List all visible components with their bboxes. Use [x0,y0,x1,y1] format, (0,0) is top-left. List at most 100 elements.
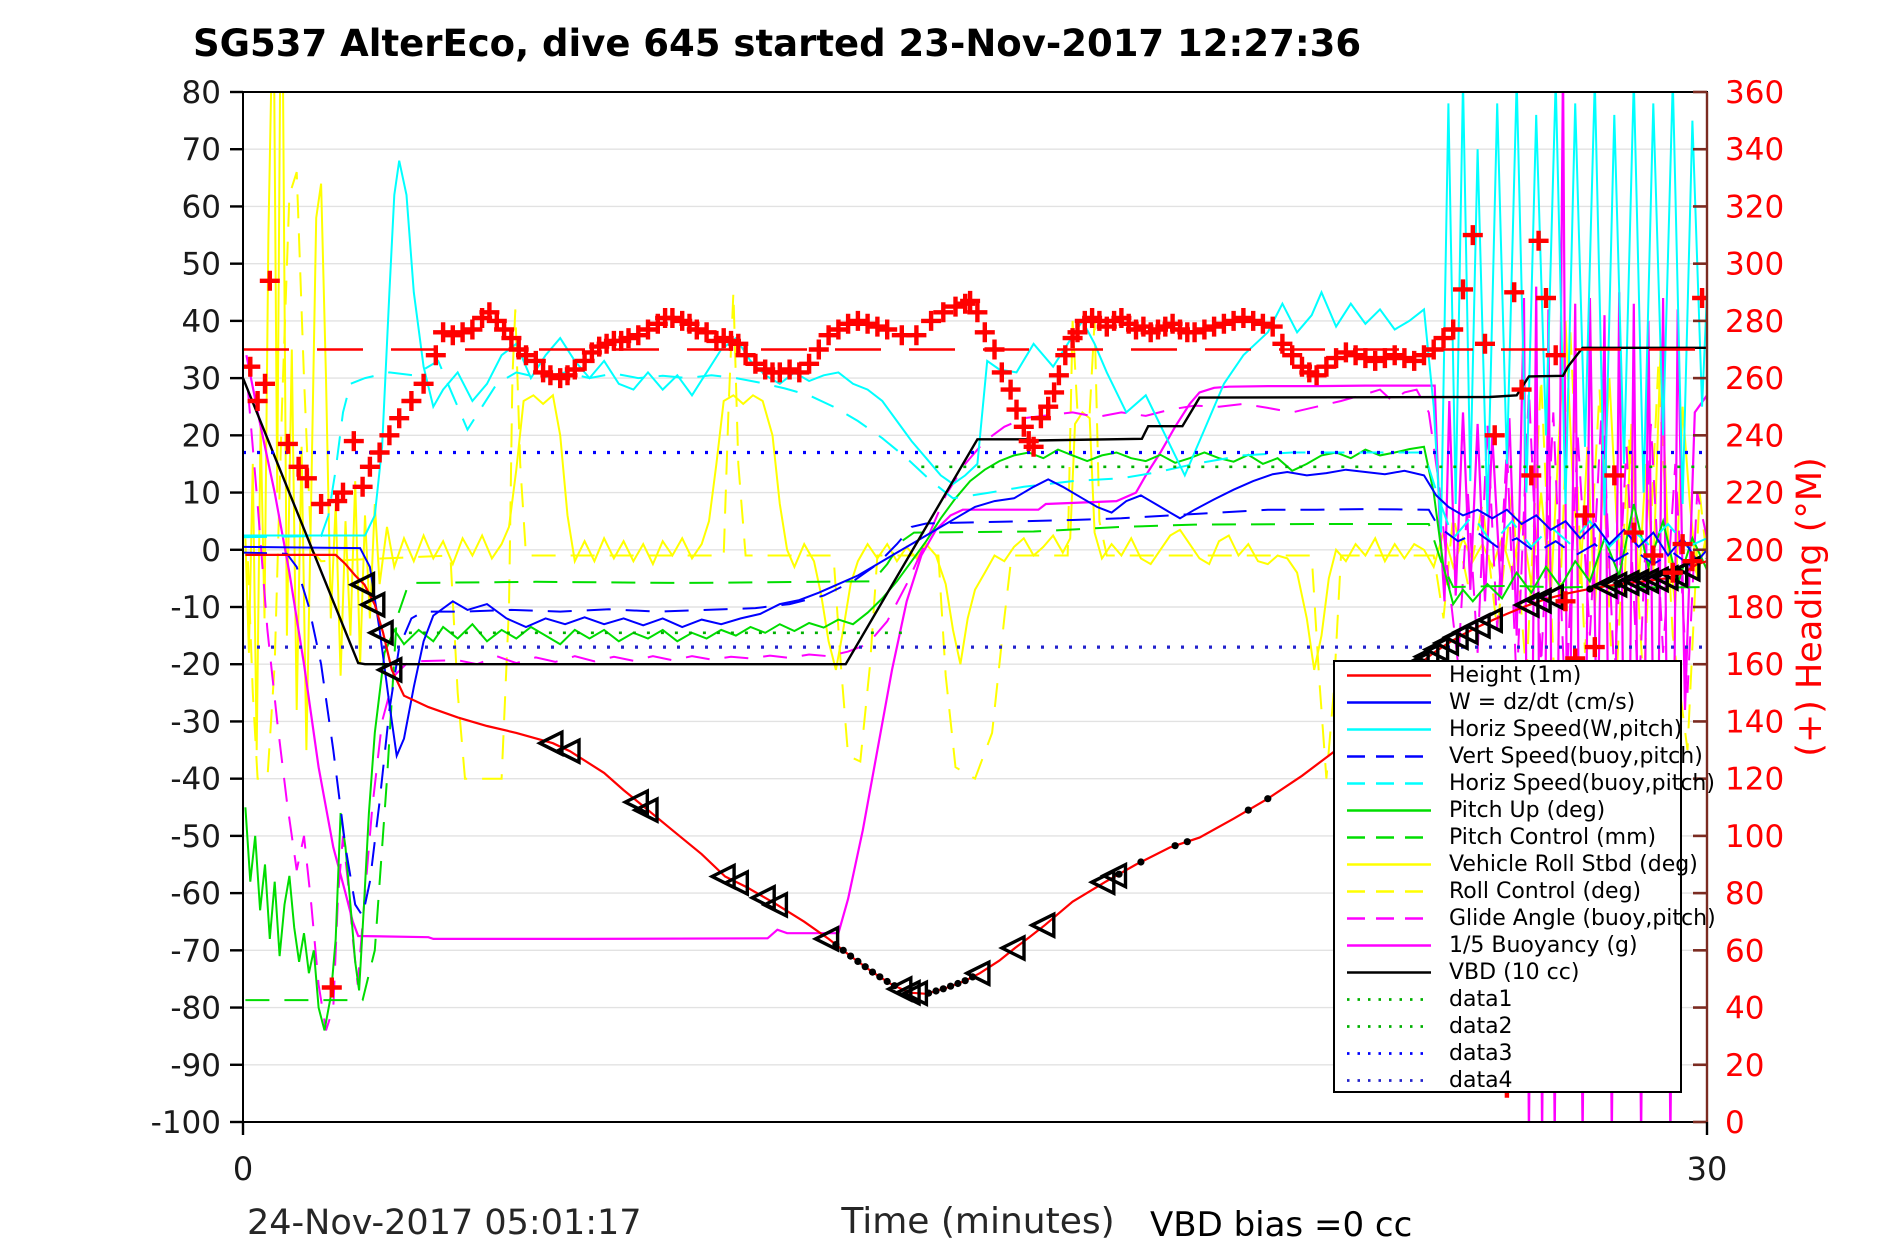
height-dot-marker [1171,842,1179,850]
heading-plus-marker [247,391,268,411]
heading-plus-marker [686,319,707,340]
heading-plus-marker [1345,345,1366,366]
plot-title: SG537 AlterEco, dive 645 started 23-Nov-… [193,22,1362,65]
height-dot-marker [839,946,847,954]
heading-plus-marker [945,296,966,317]
left-tick-label: 30 [182,361,221,397]
legend-sample-line [1347,701,1431,704]
height-triangle-marker [366,619,394,647]
heading-plus-marker [1048,365,1069,386]
left-tick-label: 0 [201,533,221,569]
heading-plus-marker [1575,505,1595,526]
heading-plus-marker [960,290,981,311]
heading-plus-marker [1000,379,1021,400]
right-tick-label: 320 [1725,189,1784,225]
series-vbd [243,346,1707,666]
series-vehicle_roll [244,92,1707,751]
left-tick-label: 50 [182,247,221,283]
legend-sample-line [1347,1079,1431,1082]
legend-item: data1 [1335,986,1680,1013]
x-tick-label: 0 [233,1150,253,1188]
legend-label: data3 [1449,1041,1513,1066]
heading-plus-marker [1462,225,1483,246]
legend-item: Vert Speed(buoy,pitch) [1335,743,1703,770]
legend-sample-line [1347,917,1431,920]
legend-label: W = dz/dt (cm/s) [1449,690,1636,715]
right-axis-label: (+) Heading (°M) [1790,457,1830,757]
legend-label: Horiz Speed(buoy,pitch) [1449,771,1715,796]
right-tick-label: 280 [1725,304,1784,340]
heading-plus-marker [1511,379,1532,400]
heading-plus-marker [1055,345,1076,366]
heading-plus-marker [1213,313,1234,334]
heading-plus-marker [1252,313,1273,334]
right-tick-label: 60 [1725,933,1764,969]
heading-plus-marker [1584,637,1605,658]
heading-plus-marker [779,359,800,380]
heading-plus-marker [1282,345,1303,366]
heading-plus-marker [255,373,275,394]
height-triangle-marker [553,737,581,765]
heading-plus-marker [1067,322,1088,343]
heading-plus-marker [1223,310,1244,331]
left-tick-label: -40 [170,762,221,798]
height-triangle-marker [1599,570,1628,599]
height-dot-marker [854,957,862,966]
heading-plus-marker [1475,333,1495,354]
height-triangle-marker [357,590,386,619]
height-triangle-marker [1099,861,1128,890]
legend-label: 1/5 Buoyancy (g) [1449,933,1638,958]
legend-item: Pitch Control (mm) [1335,824,1680,851]
heading-plus-marker [769,362,790,383]
legend-item: data2 [1335,1013,1680,1040]
heading-plus-marker [425,345,446,366]
heading-plus-marker [1453,279,1473,300]
height-triangle-marker [536,729,564,757]
heading-plus-marker [1262,316,1283,337]
heading-plus-marker [1623,522,1644,543]
heading-plus-marker [618,328,639,349]
height-triangle-marker [760,891,789,919]
heading-plus-marker [1272,333,1293,354]
heading-plus-marker [1536,288,1556,308]
heading-plus-marker [1672,534,1693,555]
legend-sample-line [1347,755,1431,758]
legend-sample-line [1347,998,1431,1001]
height-dot-marker [1115,870,1123,878]
height-dot-marker [939,985,947,993]
left-tick-label: -20 [170,647,221,683]
heading-plus-marker [369,442,390,463]
footer-date: 24-Nov-2017 05:01:17 [247,1203,642,1243]
heading-plus-marker [296,468,317,489]
heading-plus-marker [1243,310,1264,331]
legend-label: Roll Control (deg) [1449,879,1642,904]
heading-plus-marker [1604,465,1625,486]
height-triangle-marker [748,884,776,912]
legend-sample-line [1347,1052,1431,1055]
heading-plus-marker [1504,282,1525,303]
left-tick-label: 60 [182,189,221,225]
heading-plus-marker [728,333,749,354]
right-tick-label: 160 [1725,647,1784,683]
left-tick-label: -30 [170,704,221,740]
legend-item: Horiz Speed(W,pitch) [1335,716,1682,743]
legend-item: Pitch Up (deg) [1335,797,1680,824]
heading-plus-marker [401,391,422,411]
heading-plus-marker [1643,545,1664,566]
heading-plus-marker [1013,416,1034,437]
x-axis-label: Time (minutes) [841,1201,1115,1242]
heading-plus-marker [838,313,859,334]
legend-sample-line [1347,836,1431,839]
legend-sample-line [1347,782,1431,785]
heading-plus-marker [1038,396,1059,417]
heading-plus-marker [1423,339,1444,360]
heading-plus-marker [906,325,927,346]
right-tick-label: 220 [1725,476,1784,512]
heading-plus-marker [525,350,546,371]
heading-plus-marker [1204,316,1225,337]
heading-plus-marker [343,431,364,452]
heading-plus-marker [1030,408,1051,429]
legend-label: Pitch Up (deg) [1449,798,1606,823]
left-tick-label: -10 [170,590,221,626]
heading-plus-marker [452,322,473,343]
